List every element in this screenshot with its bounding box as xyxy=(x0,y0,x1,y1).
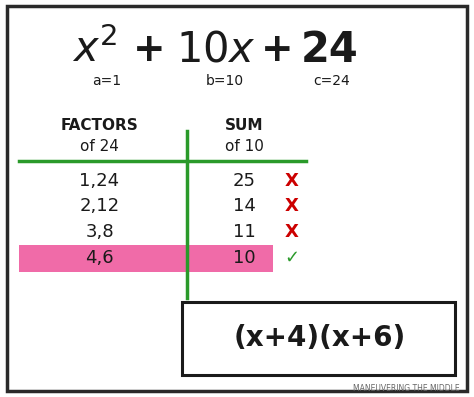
Text: $10x$: $10x$ xyxy=(176,29,255,71)
Text: +: + xyxy=(133,31,165,69)
Text: X: X xyxy=(284,172,299,190)
Text: 1,24: 1,24 xyxy=(80,172,119,190)
Text: 4,6: 4,6 xyxy=(85,249,114,267)
Text: b=10: b=10 xyxy=(206,74,244,89)
Text: c=24: c=24 xyxy=(313,74,350,89)
Text: +: + xyxy=(261,31,293,69)
Text: 10: 10 xyxy=(233,249,255,267)
Text: X: X xyxy=(284,223,299,241)
Text: 3,8: 3,8 xyxy=(85,223,114,241)
Text: 11: 11 xyxy=(233,223,255,241)
FancyBboxPatch shape xyxy=(7,6,467,391)
Text: ✓: ✓ xyxy=(284,249,299,267)
Text: of 10: of 10 xyxy=(225,139,264,154)
Text: FACTORS: FACTORS xyxy=(61,118,138,133)
Text: of 24: of 24 xyxy=(80,139,119,154)
Text: MANEUVERING THE MIDDLE: MANEUVERING THE MIDDLE xyxy=(353,384,460,393)
Text: 24: 24 xyxy=(301,29,358,71)
Bar xyxy=(19,245,273,272)
Text: $x^2$: $x^2$ xyxy=(72,28,118,71)
Text: a=1: a=1 xyxy=(92,74,121,89)
Text: X: X xyxy=(284,197,299,216)
Text: 14: 14 xyxy=(233,197,255,216)
Bar xyxy=(182,302,455,375)
Text: (x+4)(x+6): (x+4)(x+6) xyxy=(234,324,406,352)
Text: 2,12: 2,12 xyxy=(80,197,119,216)
Text: SUM: SUM xyxy=(225,118,264,133)
Text: 25: 25 xyxy=(233,172,255,190)
